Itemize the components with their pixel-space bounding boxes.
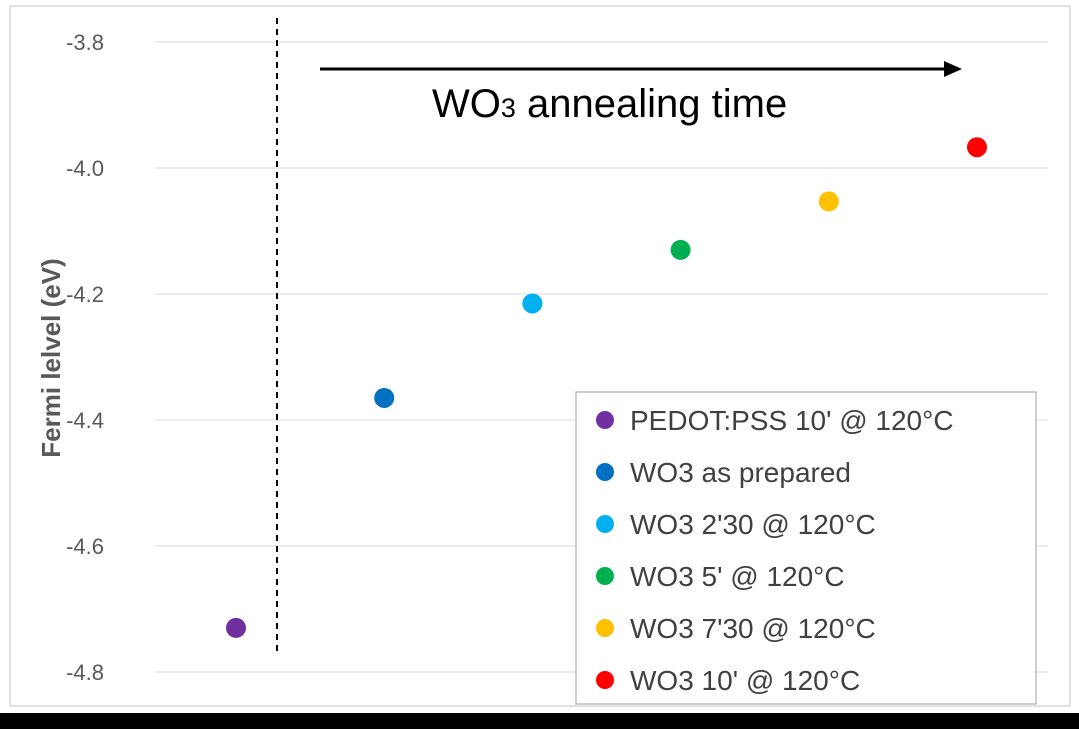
y-tick-label: -3.8 <box>66 30 104 55</box>
legend-marker <box>596 619 614 637</box>
legend-marker <box>596 567 614 585</box>
legend-entry: PEDOT:PSS 10' @ 120°C <box>630 405 954 436</box>
y-axis-label: Fermi lelvel (eV) <box>36 258 66 457</box>
y-tick-label: -4.4 <box>66 408 104 433</box>
data-point <box>818 191 839 212</box>
annealing-arrow-head <box>944 61 962 77</box>
annealing-arrow <box>320 61 962 77</box>
legend-marker <box>596 411 614 429</box>
legend-marker <box>596 463 614 481</box>
annotation-rest: annealing time <box>516 82 787 126</box>
data-points <box>226 137 987 638</box>
legend-entry: WO3 7'30 @ 120°C <box>630 613 876 644</box>
y-tick-label: -4.2 <box>66 282 104 307</box>
legend-entry: WO3 2'30 @ 120°C <box>630 509 876 540</box>
legend-entry: WO3 5' @ 120°C <box>630 561 845 592</box>
y-axis-ticks: -3.8 -4.0 -4.2 -4.4 -4.6 -4.8 <box>66 30 104 685</box>
y-tick-label: -4.0 <box>66 156 104 181</box>
legend-entry: WO3 10' @ 120°C <box>630 665 860 696</box>
data-point <box>967 137 987 158</box>
data-point <box>226 617 246 638</box>
data-point <box>670 239 691 260</box>
bottom-border-bar <box>0 713 1079 729</box>
legend-entry: WO3 as prepared <box>630 457 851 488</box>
legend-box <box>575 391 1037 705</box>
legend-marker <box>596 671 614 689</box>
annealing-time-annotation: WO3 annealing time <box>432 82 787 126</box>
data-point <box>374 387 395 408</box>
data-point <box>522 293 543 314</box>
y-tick-label: -4.8 <box>66 660 104 685</box>
y-tick-label: -4.6 <box>66 534 104 559</box>
legend-marker <box>596 515 614 533</box>
legend: PEDOT:PSS 10' @ 120°C WO3 as prepared WO3 … <box>575 391 1037 705</box>
annotation-subscript: 3 <box>501 93 516 123</box>
annotation-main: WO <box>432 82 501 126</box>
